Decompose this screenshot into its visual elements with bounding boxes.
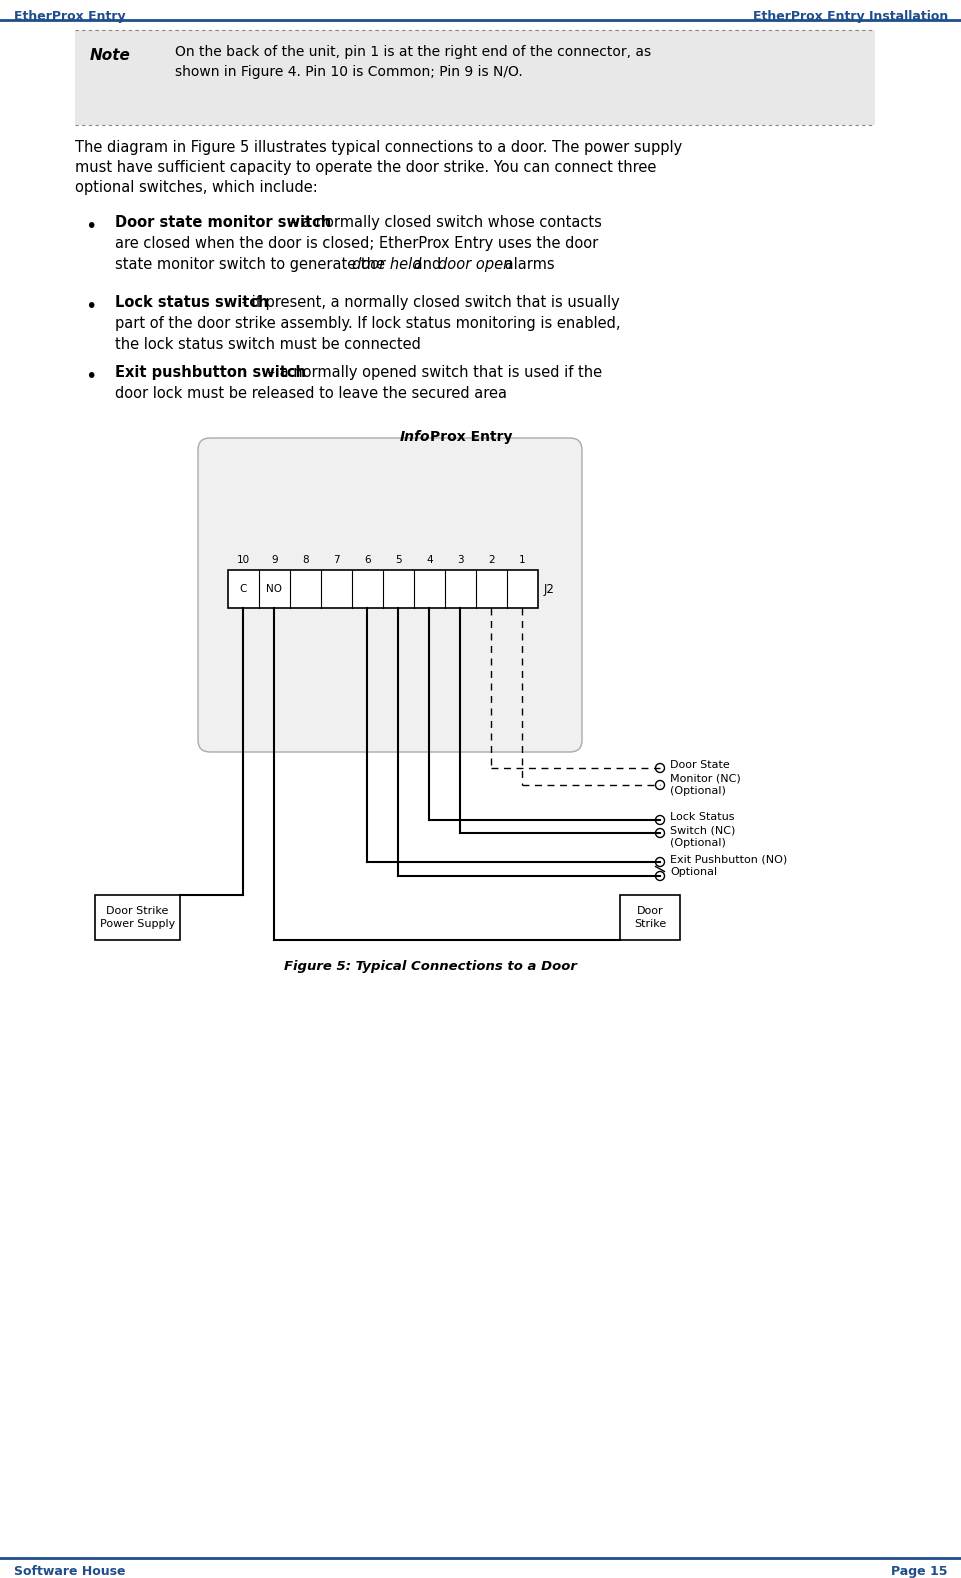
Text: The diagram in Figure 5 illustrates typical connections to a door. The power sup: The diagram in Figure 5 illustrates typi… bbox=[75, 140, 681, 155]
Text: 3: 3 bbox=[456, 555, 463, 565]
Text: are closed when the door is closed; EtherProx Entry uses the door: are closed when the door is closed; Ethe… bbox=[115, 237, 598, 251]
Text: Lock status switch: Lock status switch bbox=[115, 295, 268, 309]
Text: 2: 2 bbox=[487, 555, 494, 565]
Text: Door State
Monitor (NC)
(Optional): Door State Monitor (NC) (Optional) bbox=[669, 761, 740, 797]
Text: the lock status switch must be connected: the lock status switch must be connected bbox=[115, 338, 421, 352]
Text: 9: 9 bbox=[271, 555, 278, 565]
Text: NO: NO bbox=[266, 584, 283, 593]
Text: Note: Note bbox=[90, 47, 131, 63]
Text: alarms: alarms bbox=[500, 257, 554, 271]
Text: Figure 5: Typical Connections to a Door: Figure 5: Typical Connections to a Door bbox=[283, 959, 576, 974]
Text: state monitor switch to generate the: state monitor switch to generate the bbox=[115, 257, 389, 271]
Text: – a normally opened switch that is used if the: – a normally opened switch that is used … bbox=[262, 365, 602, 380]
Text: 10: 10 bbox=[236, 555, 250, 565]
Text: 1: 1 bbox=[519, 555, 526, 565]
Text: Door Strike
Power Supply: Door Strike Power Supply bbox=[100, 906, 175, 929]
Bar bbox=[619, 895, 679, 940]
Text: On the back of the unit, pin 1 is at the right end of the connector, as: On the back of the unit, pin 1 is at the… bbox=[175, 46, 651, 58]
Text: EtherProx Entry: EtherProx Entry bbox=[14, 9, 126, 24]
Text: Software House: Software House bbox=[14, 1565, 125, 1578]
Text: •: • bbox=[85, 218, 96, 237]
Bar bbox=[228, 570, 537, 608]
Text: shown in Figure 4. Pin 10 is Common; Pin 9 is N/O.: shown in Figure 4. Pin 10 is Common; Pin… bbox=[175, 65, 522, 79]
Text: door open: door open bbox=[437, 257, 512, 271]
Text: part of the door strike assembly. If lock status monitoring is enabled,: part of the door strike assembly. If loc… bbox=[115, 316, 620, 331]
Text: 5: 5 bbox=[395, 555, 402, 565]
Text: EtherProx Entry Installation: EtherProx Entry Installation bbox=[752, 9, 947, 24]
Text: •: • bbox=[85, 368, 96, 387]
Text: door held: door held bbox=[352, 257, 421, 271]
Text: - if present, a normally closed switch that is usually: - if present, a normally closed switch t… bbox=[236, 295, 619, 309]
Text: 6: 6 bbox=[364, 555, 370, 565]
Text: Door state monitor switch: Door state monitor switch bbox=[115, 215, 331, 230]
Text: C: C bbox=[239, 584, 247, 593]
Bar bbox=[95, 895, 180, 940]
Text: •: • bbox=[85, 297, 96, 316]
Text: and: and bbox=[408, 257, 445, 271]
Text: 8: 8 bbox=[302, 555, 308, 565]
Text: – a normally closed switch whose contacts: – a normally closed switch whose contact… bbox=[289, 215, 602, 230]
Text: Page 15: Page 15 bbox=[891, 1565, 947, 1578]
Text: Lock Status
Switch (NC)
(Optional): Lock Status Switch (NC) (Optional) bbox=[669, 813, 734, 849]
Text: Door
Strike: Door Strike bbox=[633, 906, 665, 929]
Text: 4: 4 bbox=[426, 555, 432, 565]
Text: Exit pushbutton switch: Exit pushbutton switch bbox=[115, 365, 306, 380]
Text: door lock must be released to leave the secured area: door lock must be released to leave the … bbox=[115, 387, 506, 401]
FancyBboxPatch shape bbox=[198, 439, 581, 753]
Text: Exit Pushbutton (NO)
Optional: Exit Pushbutton (NO) Optional bbox=[669, 854, 786, 877]
Bar bbox=[75, 30, 875, 125]
Text: Info: Info bbox=[399, 429, 430, 443]
Text: J2: J2 bbox=[543, 582, 554, 595]
Text: Prox Entry: Prox Entry bbox=[430, 429, 512, 443]
Text: must have sufficient capacity to operate the door strike. You can connect three: must have sufficient capacity to operate… bbox=[75, 159, 655, 175]
Text: 7: 7 bbox=[333, 555, 339, 565]
Text: optional switches, which include:: optional switches, which include: bbox=[75, 180, 317, 196]
